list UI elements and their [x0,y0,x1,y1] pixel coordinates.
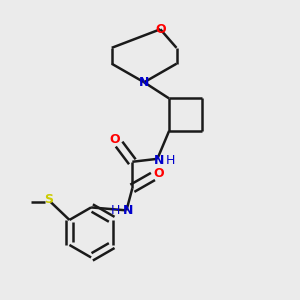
Text: N: N [139,76,149,89]
Text: O: O [154,167,164,180]
Text: H: H [166,154,175,167]
Text: N: N [154,154,164,167]
Text: H: H [111,204,120,217]
Text: N: N [123,204,133,217]
Text: S: S [44,193,53,206]
Text: O: O [155,23,166,36]
Text: O: O [110,133,120,146]
